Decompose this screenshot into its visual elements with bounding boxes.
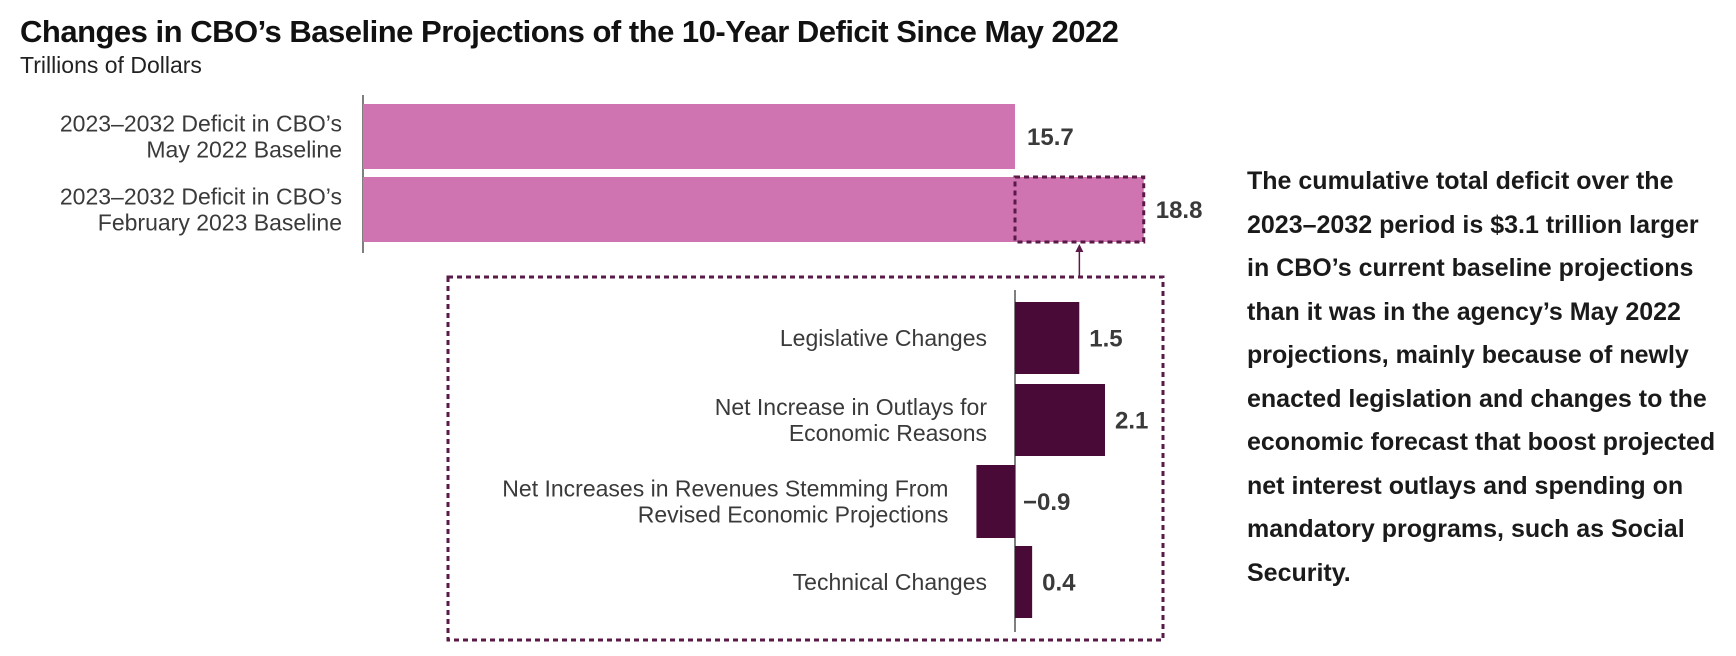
change-bar: [1015, 302, 1080, 374]
baseline-category-label: 2023–2032 Deficit in CBO’s February 2023 …: [60, 184, 342, 236]
increase-highlight-box: [1013, 175, 1146, 244]
change-value-label: 0.4: [1042, 569, 1076, 596]
change-value-label: 1.5: [1089, 325, 1122, 352]
change-value-label: −0.9: [1023, 489, 1070, 516]
baseline-category-label: 2023–2032 Deficit in CBO’s May 2022 Basel…: [60, 111, 342, 163]
change-value-label: 2.1: [1115, 407, 1148, 434]
baseline-value-label: 15.7: [1027, 124, 1074, 151]
explanatory-note: The cumulative total deficit over the 20…: [1247, 167, 1716, 587]
chart-title: Changes in CBO’s Baseline Projections of…: [20, 14, 1119, 49]
chart-subtitle: Trillions of Dollars: [20, 52, 202, 78]
change-category-label: Net Increases in Revenues Stemming From R…: [502, 476, 948, 528]
change-bar: [1015, 384, 1105, 456]
baseline-bar: [363, 177, 1144, 242]
change-category-label: Legislative Changes: [780, 325, 987, 351]
baseline-bar: [363, 104, 1015, 169]
connector-arrowhead: [1075, 244, 1084, 252]
change-bar: [1015, 546, 1033, 618]
changes-panel-border: [446, 275, 1165, 642]
baseline-value-label: 18.8: [1156, 197, 1203, 224]
deficit-chart: 15.7 2023–2032 Deficit in CBO’s May 2022 B…: [60, 95, 1203, 642]
change-bar: [976, 465, 1015, 538]
change-category-label: Technical Changes: [793, 569, 987, 595]
change-category-label: Net Increase in Outlays for Economic Reas…: [715, 394, 988, 446]
